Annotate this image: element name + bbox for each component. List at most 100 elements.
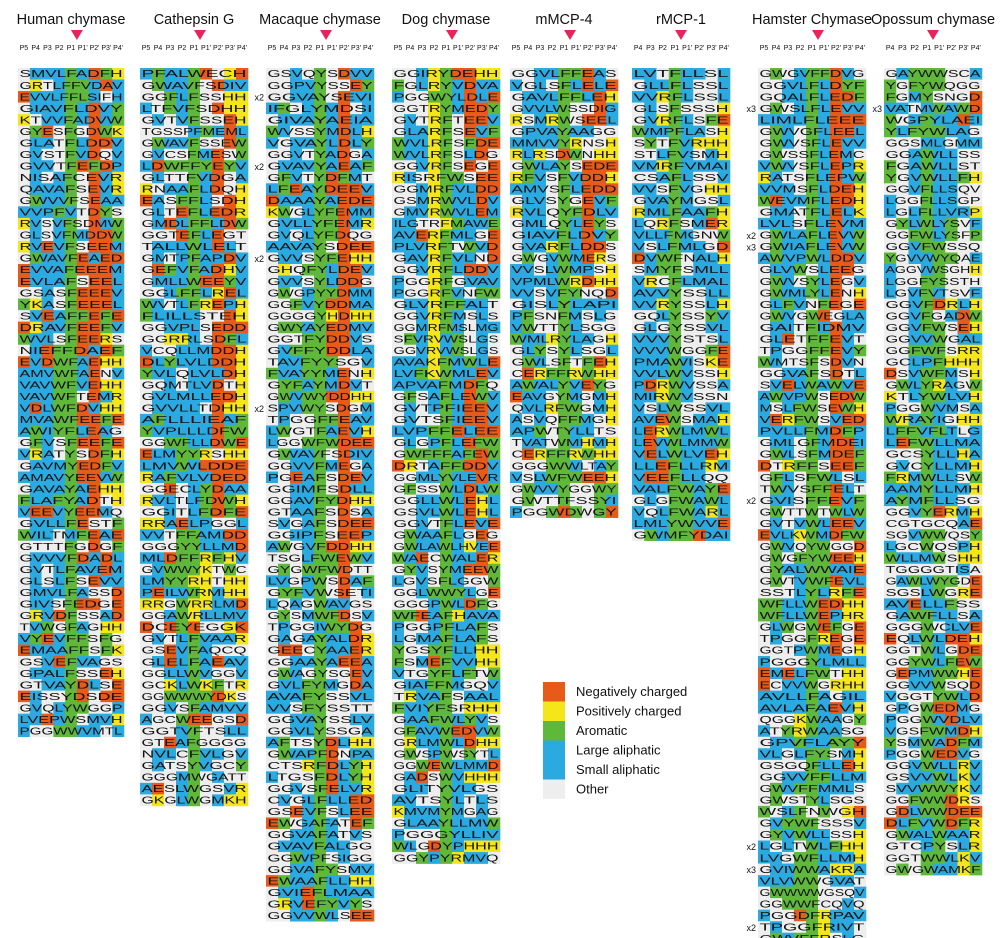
sequence-row: TVATWMHMH xyxy=(512,438,617,449)
sequence-row: GAGAYALDR xyxy=(268,634,373,645)
residue-cell xyxy=(350,148,363,161)
residue-cell xyxy=(53,91,66,103)
residue-cell xyxy=(200,102,213,115)
residue-cell xyxy=(404,79,417,92)
residue-cell xyxy=(65,321,78,334)
sequence-row: GVVTFEFDP xyxy=(20,161,124,172)
sequence-row: LLEFLLRM xyxy=(634,461,729,472)
residue-cell xyxy=(302,194,315,207)
residue-cell xyxy=(100,598,113,611)
sequence-row: GWVVYGGWY xyxy=(512,484,617,495)
residue-cell xyxy=(362,68,375,80)
sequence-row: GGTEFLEGT xyxy=(142,231,247,242)
residue-cell xyxy=(362,794,375,807)
residue-cell xyxy=(188,217,201,230)
residue-cell xyxy=(76,413,89,426)
residue-cell xyxy=(278,91,291,103)
position-label: P4' xyxy=(489,45,499,52)
sequence-row: GGIRYDEHH xyxy=(394,69,499,80)
sequence-row: GGWWWYDKS xyxy=(142,692,247,703)
residue-cell xyxy=(266,448,279,461)
residue-cell xyxy=(76,321,89,334)
residue-cell xyxy=(278,782,291,795)
residue-cell xyxy=(176,217,189,230)
p1-marker xyxy=(812,30,824,40)
residue-cell xyxy=(164,471,177,484)
residue-cell xyxy=(76,217,89,230)
residue-cell xyxy=(140,194,153,207)
sequence-row: GWVGWEGLA xyxy=(760,311,865,322)
sequence-row: GGVRVWSLGS xyxy=(394,346,499,357)
residue-cell xyxy=(278,713,291,726)
residue-cell xyxy=(224,575,237,588)
residue-cell xyxy=(112,160,125,173)
residue-cell xyxy=(112,102,125,115)
residue-cell xyxy=(236,425,249,438)
residue-cell xyxy=(152,413,165,426)
residue-cell xyxy=(176,252,189,265)
residue-cell xyxy=(188,460,201,472)
residue-cell xyxy=(164,413,177,426)
residue-cell xyxy=(314,725,327,738)
sequence-row: GLSVFMDDW xyxy=(20,231,124,242)
residue-cell xyxy=(236,148,249,161)
sequence-row: YVLQLVLDH xyxy=(142,369,247,380)
residue-cell xyxy=(314,863,327,876)
residue-cell xyxy=(65,598,78,611)
residue-cell xyxy=(41,91,54,103)
residue-cell xyxy=(18,621,31,634)
residue-cell xyxy=(112,206,125,219)
residue-cell xyxy=(290,448,303,461)
residue-cell xyxy=(350,586,363,599)
residue-cell xyxy=(314,264,327,276)
residue-cell xyxy=(152,344,165,357)
residue-cell xyxy=(224,598,237,611)
residue-cell xyxy=(212,621,225,634)
residue-cell xyxy=(290,667,303,680)
residue-cell xyxy=(290,194,303,207)
position-label: P4' xyxy=(719,45,729,52)
residue-cell xyxy=(76,160,89,173)
sequence-row: GGWPFSIGG xyxy=(268,853,373,864)
residue-cell xyxy=(224,310,237,322)
residue-cell xyxy=(314,298,327,311)
sequence-row: GGVSFAMVV xyxy=(142,703,248,714)
residue-cell xyxy=(278,598,291,611)
residue-cell xyxy=(302,171,315,184)
sequence-row: EWGAFATEF xyxy=(268,819,373,830)
position-label: P3 xyxy=(536,45,545,52)
residue-cell xyxy=(100,137,113,150)
repeat-annotation: x2 xyxy=(254,93,264,103)
residue-cell xyxy=(338,448,351,461)
residue-cell xyxy=(362,840,375,853)
residue-cell xyxy=(76,379,89,392)
sequence-row: GWTTWTWLW xyxy=(760,507,866,518)
residue-cell xyxy=(224,125,237,138)
residue-cell xyxy=(152,321,165,334)
residue-cell xyxy=(326,575,339,588)
residue-cell xyxy=(53,183,66,196)
residue-cell xyxy=(76,725,89,738)
residue-cell xyxy=(188,160,201,173)
sequence-row: STLFVSMH xyxy=(634,150,729,161)
residue-cell xyxy=(76,425,89,438)
residue-cell xyxy=(53,298,66,311)
residue-cell xyxy=(224,529,237,542)
residue-cell xyxy=(278,275,291,288)
residue-cell xyxy=(188,390,201,403)
residue-cell xyxy=(140,494,153,507)
residue-cell xyxy=(152,367,165,380)
residue-cell xyxy=(314,759,327,772)
residue-cell xyxy=(140,229,153,242)
sequence-row: DLYLVLDDH xyxy=(142,357,247,368)
sequence-row: GMLGFMDEI xyxy=(760,438,865,449)
residue-cell xyxy=(41,275,54,288)
residue-cell xyxy=(362,333,375,346)
residue-cell xyxy=(302,229,315,242)
residue-cell xyxy=(41,310,54,322)
residue-cell xyxy=(112,252,125,265)
residue-cell xyxy=(350,748,363,761)
residue-cell xyxy=(290,690,303,703)
sequence-row: MIRWVSSN xyxy=(634,392,729,403)
residue-cell xyxy=(266,333,279,346)
